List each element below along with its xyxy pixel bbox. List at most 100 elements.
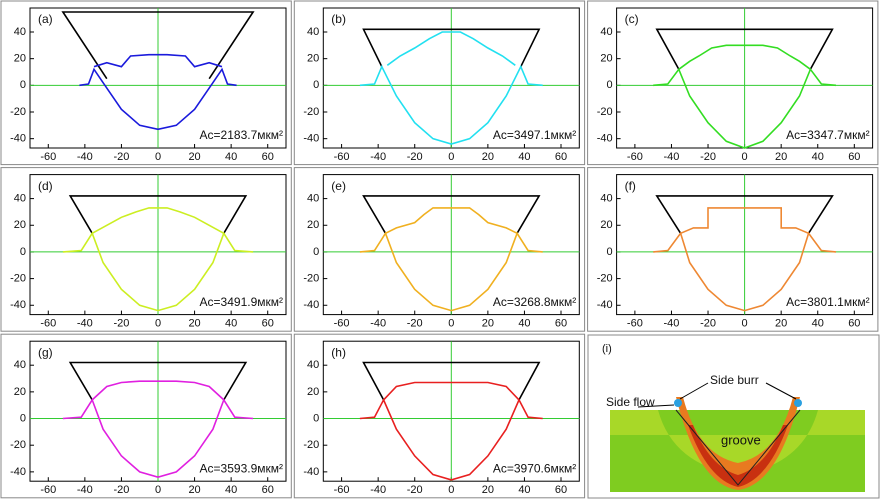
- x-tick-label: 40: [812, 318, 824, 330]
- x-tick-label: 0: [448, 318, 454, 330]
- y-tick-label: -40: [303, 299, 319, 311]
- panel: -60-40-200204060-40-2002040(d)Ac=3491.9м…: [1, 168, 291, 332]
- x-tick-label: 0: [155, 318, 161, 330]
- panel-label: (g): [38, 345, 53, 359]
- x-tick-label: 40: [518, 318, 530, 330]
- y-tick-label: 0: [20, 79, 26, 91]
- y-tick-label: -40: [303, 133, 319, 145]
- annotation: Ac=3347.7мкм²: [786, 128, 869, 142]
- x-tick-label: 0: [155, 484, 161, 496]
- annotation: Ac=3491.9мкм²: [200, 295, 283, 309]
- panel-label: (d): [38, 179, 53, 193]
- y-tick-label: 40: [600, 26, 612, 38]
- x-tick-label: 40: [225, 318, 237, 330]
- y-tick-label: -20: [597, 106, 613, 118]
- panel: -60-40-200204060-40-2002040(h)Ac=3970.6м…: [294, 334, 584, 498]
- y-tick-label: 0: [20, 246, 26, 258]
- y-tick-label: 20: [600, 53, 612, 65]
- y-tick-label: -20: [10, 273, 26, 285]
- x-tick-label: 20: [482, 318, 494, 330]
- x-tick-label: 40: [518, 484, 530, 496]
- y-tick-label: 20: [14, 219, 26, 231]
- leader: [680, 383, 708, 399]
- x-tick-label: 60: [555, 151, 567, 163]
- annotation: Ac=3970.6мкм²: [493, 461, 576, 475]
- x-tick-label: -60: [40, 484, 56, 496]
- y-tick-label: -20: [10, 439, 26, 451]
- x-tick-label: -60: [334, 318, 350, 330]
- x-tick-label: 0: [448, 484, 454, 496]
- x-tick-label: -20: [407, 318, 423, 330]
- annotation: Ac=2183.7мкм²: [200, 128, 283, 142]
- x-tick-label: 20: [482, 484, 494, 496]
- x-tick-label: 40: [225, 151, 237, 163]
- x-tick-label: -60: [40, 151, 56, 163]
- x-tick-label: 60: [555, 318, 567, 330]
- x-tick-label: -60: [334, 151, 350, 163]
- x-tick-label: 40: [812, 151, 824, 163]
- x-tick-label: -40: [664, 151, 680, 163]
- x-tick-label: 60: [848, 151, 860, 163]
- y-tick-label: 40: [14, 26, 26, 38]
- x-tick-label: 0: [155, 151, 161, 163]
- x-tick-label: -20: [113, 151, 129, 163]
- x-tick-label: 20: [775, 318, 787, 330]
- y-tick-label: -40: [303, 466, 319, 478]
- panel: -60-40-200204060-40-2002040(c)Ac=3347.7м…: [588, 1, 878, 165]
- y-tick-label: 0: [313, 79, 319, 91]
- panel: -60-40-200204060-40-2002040(g)Ac=3593.9м…: [1, 334, 291, 498]
- annotation: Ac=3268.8мкм²: [493, 295, 576, 309]
- x-tick-label: -40: [370, 318, 386, 330]
- y-tick-label: -20: [10, 106, 26, 118]
- y-tick-label: 40: [14, 359, 26, 371]
- x-tick-label: 0: [742, 151, 748, 163]
- x-tick-label: 60: [262, 484, 274, 496]
- annotation: Ac=3593.9мкм²: [200, 461, 283, 475]
- x-tick-label: -60: [627, 318, 643, 330]
- y-tick-label: 0: [313, 246, 319, 258]
- x-tick-label: 40: [518, 151, 530, 163]
- image-panel: (i) Side flow Side burr groove: [588, 335, 879, 498]
- x-tick-label: -40: [370, 151, 386, 163]
- x-tick-label: -20: [700, 318, 716, 330]
- y-tick-label: 40: [600, 193, 612, 205]
- x-tick-label: 20: [188, 151, 200, 163]
- x-tick-label: 20: [775, 151, 787, 163]
- x-tick-label: 60: [262, 151, 274, 163]
- x-tick-label: -20: [700, 151, 716, 163]
- y-tick-label: 20: [14, 386, 26, 398]
- annotation: Ac=3801.1мкм²: [786, 295, 869, 309]
- x-tick-label: -40: [77, 484, 93, 496]
- x-tick-label: -60: [40, 318, 56, 330]
- y-tick-label: -20: [303, 106, 319, 118]
- x-tick-label: -20: [407, 151, 423, 163]
- y-tick-label: 20: [307, 53, 319, 65]
- x-tick-label: 0: [742, 318, 748, 330]
- x-tick-label: 20: [188, 318, 200, 330]
- y-tick-label: 40: [307, 26, 319, 38]
- y-tick-label: 0: [313, 412, 319, 424]
- leader: [766, 383, 796, 399]
- x-tick-label: 60: [555, 484, 567, 496]
- panel-label: (h): [331, 345, 346, 359]
- x-tick-label: 20: [482, 151, 494, 163]
- burr-right: [794, 399, 802, 407]
- y-tick-label: 20: [307, 386, 319, 398]
- y-tick-label: 0: [606, 79, 612, 91]
- x-tick-label: 60: [848, 318, 860, 330]
- panel-label: (c): [625, 12, 639, 26]
- y-tick-label: -20: [303, 439, 319, 451]
- x-tick-label: -40: [664, 318, 680, 330]
- x-tick-label: 20: [188, 484, 200, 496]
- x-tick-label: -40: [77, 151, 93, 163]
- y-tick-label: 40: [14, 193, 26, 205]
- y-tick-label: -20: [597, 273, 613, 285]
- y-tick-label: -40: [10, 133, 26, 145]
- y-tick-label: 40: [307, 193, 319, 205]
- x-tick-label: -20: [113, 318, 129, 330]
- x-tick-label: -60: [627, 151, 643, 163]
